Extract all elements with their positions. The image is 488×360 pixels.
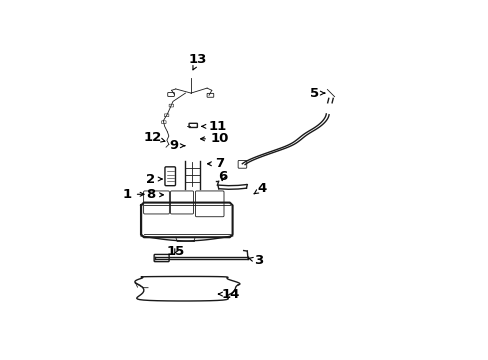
Text: 13: 13: [188, 53, 207, 70]
Text: 8: 8: [146, 188, 163, 201]
Text: 2: 2: [146, 172, 162, 185]
Text: 1: 1: [122, 188, 144, 201]
Text: 4: 4: [254, 182, 266, 195]
Text: 9: 9: [169, 139, 184, 152]
Text: 12: 12: [143, 131, 164, 144]
Text: 3: 3: [248, 254, 263, 267]
Text: 10: 10: [200, 132, 229, 145]
Text: 7: 7: [207, 157, 224, 170]
Text: 11: 11: [202, 120, 226, 133]
Text: 6: 6: [218, 170, 227, 183]
Text: 15: 15: [166, 244, 184, 258]
Text: 14: 14: [218, 288, 240, 301]
Text: 5: 5: [309, 87, 324, 100]
